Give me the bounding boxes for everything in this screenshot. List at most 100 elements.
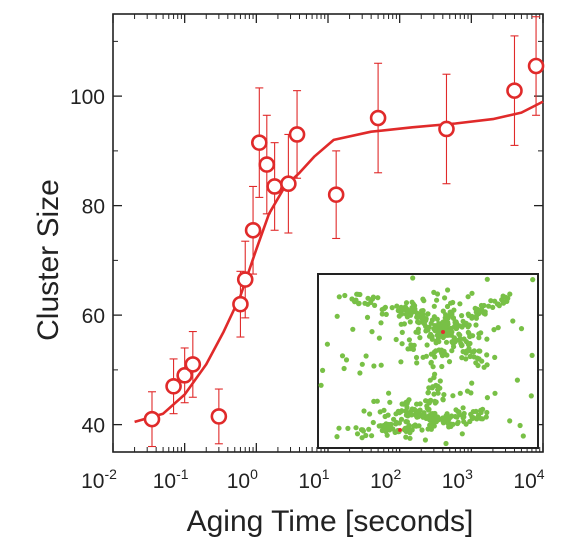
inset-particle [437,385,443,391]
inset-particle [378,320,384,326]
inset-particle [403,300,410,306]
inset-particle [417,407,423,413]
inset-particle [385,425,391,431]
inset-particle [427,377,433,383]
inset-particle [421,315,427,321]
inset-particle [434,332,440,338]
y-tick-label: 40 [82,415,105,438]
inset-particle [411,406,418,413]
inset-particle [476,356,482,362]
inset-particle [492,390,498,396]
inset-particle [437,378,443,384]
inset-particle [415,329,421,335]
inset-particle [387,399,393,405]
x-tick-label: 100 [227,466,258,493]
inset-particle [443,440,449,447]
inset-particle [416,423,422,429]
inset-particle [410,346,416,352]
inset-particle [423,353,429,359]
inset-particle [428,359,434,365]
inset-particle [448,325,454,331]
inset-marker [441,330,445,334]
inset-particle [359,435,365,441]
inset-particle [431,391,437,397]
inset-particle [492,354,498,360]
inset-particle [530,277,536,283]
inset-particle [517,422,523,429]
inset-particle [495,325,501,331]
x-tick-label: 10-2 [81,466,117,493]
inset-particle [419,427,425,433]
inset-particle [469,380,475,386]
inset-particle [479,416,486,422]
inset-particle [433,382,439,388]
data-point [236,271,254,288]
inset-particle [453,407,459,413]
inset-particle [386,390,392,396]
inset-particle [357,370,363,376]
inset-particle [431,349,438,355]
inset-particle [429,411,435,417]
inset-particle [406,422,412,429]
inset-particle [441,323,447,330]
inset-particle [463,339,469,345]
inset-particle [520,433,526,439]
inset-particle [334,313,340,319]
inset-particle [459,355,465,361]
inset-particle [476,335,482,341]
inset-particle [459,431,465,437]
inset-particle [482,309,488,315]
inset-particle [437,322,443,328]
inset-particle [408,312,414,318]
inset-particle [398,321,404,327]
inset-particle [377,423,384,429]
inset-particle [457,390,463,396]
inset-particle [359,361,365,367]
inset-particle [468,390,474,396]
inset-particle [414,360,420,366]
inset-particle [403,434,409,440]
inset-particle [429,333,435,340]
x-tick-label: 10-1 [153,466,189,493]
inset-particle [402,304,408,310]
inset-particle [414,401,420,407]
inset-particle [448,300,454,306]
data-point [244,221,262,239]
inset-particle [353,297,359,303]
inset-particle [362,300,368,306]
inset-particle [416,320,422,326]
inset-particle [428,422,434,428]
inset-particle [345,425,351,431]
inset-particle [368,299,374,306]
inset-particle [496,303,502,309]
inset-particle [353,425,359,431]
inset-particle [406,337,412,343]
inset-particle [473,360,479,366]
inset-particle [434,316,440,322]
inset-particle [457,301,463,307]
inset-particle [486,303,492,309]
inset-particle [473,322,479,328]
inset-particle [432,354,438,360]
inset-particle [354,291,360,297]
inset-particle [369,433,375,439]
inset-particle [354,431,361,437]
y-axis-label: Cluster Size [32,179,65,341]
inset-particle [365,295,371,301]
inset-particle [318,382,324,388]
data-point [266,178,283,195]
inset-particle [421,410,427,416]
inset-particle [431,303,437,309]
inset-particle [398,416,405,422]
inset-particle [463,356,469,362]
inset-particle [429,317,435,323]
inset-particle [480,406,486,412]
inset-particle [473,315,479,321]
inset-particle [440,420,447,426]
inset-particle [445,332,451,338]
inset-particle [426,385,432,391]
inset-particle [391,416,397,422]
inset-particle [413,354,420,361]
